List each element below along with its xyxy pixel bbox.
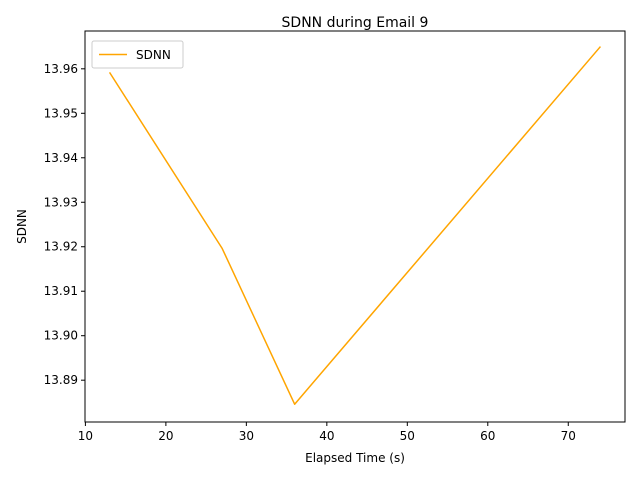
x-axis-label: Elapsed Time (s)	[305, 451, 405, 465]
y-tick-label: 13.91	[44, 284, 78, 298]
x-axis-ticks: 10 20 30 40 50 60 70	[78, 422, 576, 443]
sdnn-series-line	[108, 46, 602, 405]
plot-frame	[84, 30, 626, 423]
x-tick-label: 30	[239, 429, 254, 443]
y-axis-label: SDNN	[15, 209, 29, 244]
x-tick-label: 50	[400, 429, 415, 443]
x-tick-label: 40	[319, 429, 334, 443]
y-tick-label: 13.92	[44, 240, 78, 254]
y-tick-label: 13.90	[44, 329, 78, 343]
y-axis-ticks: 13.89 13.90 13.91 13.92 13.93 13.94 13.95 13.96	[44, 62, 85, 387]
x-tick-label: 70	[561, 429, 576, 443]
y-tick-label: 13.96	[44, 62, 78, 76]
x-tick-label: 20	[158, 429, 173, 443]
y-tick-label: 13.89	[44, 373, 78, 387]
legend-box	[91, 40, 184, 69]
legend: SDNN	[91, 40, 184, 69]
y-tick-label: 13.94	[44, 151, 78, 165]
x-tick-label: 10	[78, 429, 93, 443]
legend-label-sdnn: SDNN	[136, 48, 171, 62]
y-tick-label: 13.95	[44, 106, 78, 120]
chart-title: SDNN during Email 9	[282, 15, 429, 31]
y-tick-label: 13.93	[44, 195, 78, 209]
x-tick-label: 60	[480, 429, 495, 443]
plot-area	[85, 31, 625, 422]
